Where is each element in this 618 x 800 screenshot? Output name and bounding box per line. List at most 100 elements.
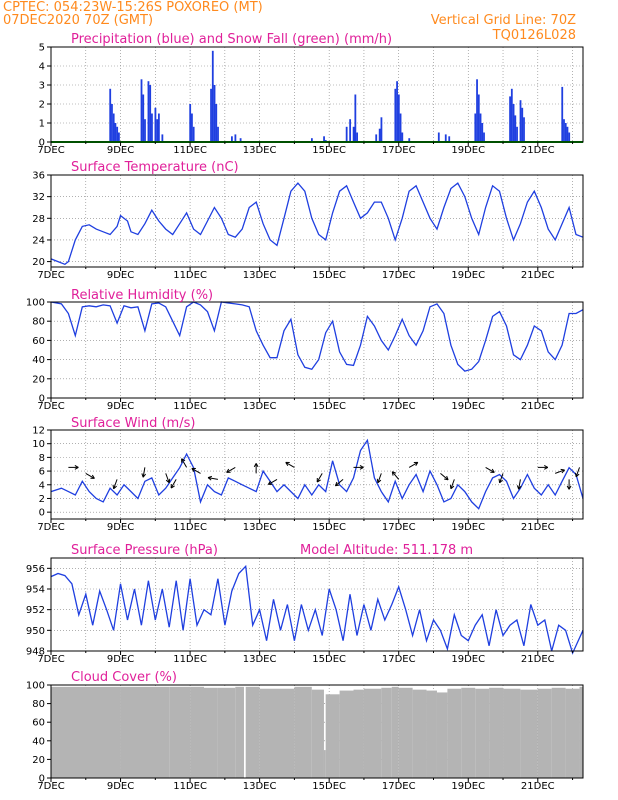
precip-bar <box>140 79 143 142</box>
precip-bar <box>192 126 195 142</box>
series-line <box>50 564 584 655</box>
precip-bar <box>144 119 146 142</box>
x-tick-label: 15DEC <box>312 401 346 412</box>
panel-frame <box>50 46 584 143</box>
cloud-bar <box>169 686 191 778</box>
precip-bar <box>356 132 358 142</box>
wind-arrow-head <box>491 468 495 473</box>
x-tick-label: 7DEC <box>37 654 64 665</box>
y-tick-label: 20 <box>32 257 45 268</box>
x-tick-label: 7DEC <box>37 270 64 281</box>
cloud-bar <box>363 688 382 778</box>
wind-arrow-head <box>575 473 580 478</box>
cloud-bar <box>579 686 583 778</box>
y-tick-label: 12 <box>32 426 45 437</box>
wind-arrow-head <box>359 465 364 468</box>
precip-bar <box>566 126 569 142</box>
wind-arrow-head <box>141 473 144 478</box>
y-tick-label: 5 <box>39 43 45 54</box>
x-tick-label: 19DEC <box>451 145 485 156</box>
precip-bar <box>512 104 515 142</box>
wind-arrow-head <box>499 479 503 484</box>
wind-arrow-head <box>392 471 397 474</box>
x-tick-label: 13DEC <box>243 145 277 156</box>
precip-bar <box>116 126 119 142</box>
wind-arrow-head <box>568 485 572 490</box>
wind-arrow-head <box>267 480 271 485</box>
x-tick-label: 13DEC <box>243 522 277 533</box>
wind-arrow-head <box>170 485 175 489</box>
precip-bar <box>114 123 117 142</box>
y-tick-label: 954 <box>26 585 45 596</box>
x-tick-label: 21DEC <box>521 401 555 412</box>
header-grid-line: Vertical Grid Line: 70Z <box>430 13 576 28</box>
precip-bar <box>154 107 157 142</box>
precip-bar <box>510 88 513 142</box>
precip-bar <box>514 115 517 142</box>
x-tick-label: 9DEC <box>107 654 134 665</box>
cloud-bar <box>323 750 326 778</box>
x-tick-label: 11DEC <box>173 145 207 156</box>
series-line <box>50 438 584 510</box>
y-tick-label: 28 <box>32 214 45 225</box>
precip-bar <box>448 136 451 142</box>
precip-bar <box>476 79 478 142</box>
wind-arrow-head <box>391 471 394 476</box>
y-tick-label: 6 <box>39 467 45 478</box>
precip-bar <box>151 113 153 142</box>
precip-bar <box>437 132 440 142</box>
x-tick-label: 7DEC <box>37 522 64 533</box>
wind-arrow-head <box>498 478 501 483</box>
precip-bar <box>189 104 192 142</box>
wind-arrow-head <box>415 462 419 467</box>
precip-bar <box>563 119 565 142</box>
wind-arrow <box>391 471 400 480</box>
wind-arrow-head <box>181 458 186 462</box>
cloud-bar <box>235 686 244 778</box>
wind-arrow-head <box>113 485 117 490</box>
wind-arrow-head <box>446 475 449 480</box>
y-tick-label: 20 <box>32 374 45 385</box>
y-tick-label: 956 <box>26 564 45 575</box>
cloud-bar <box>436 692 448 778</box>
precip-bar <box>215 104 218 142</box>
wind-arrow-head <box>518 485 522 490</box>
wind-arrow <box>85 472 95 479</box>
x-tick-label: 13DEC <box>243 270 277 281</box>
y-tick-label: 40 <box>32 736 45 747</box>
series-line <box>50 182 584 266</box>
wind-arrow <box>450 479 455 489</box>
x-tick-label: 21DEC <box>521 145 555 156</box>
wind-arrow <box>181 458 188 468</box>
wind-arrow <box>170 479 177 489</box>
precip-bar <box>213 85 216 142</box>
wind-arrow-head <box>74 466 79 470</box>
y-tick-label: 0 <box>39 138 45 149</box>
wind-arrow-head <box>566 485 570 490</box>
x-tick-label: 9DEC <box>107 270 134 281</box>
precip-bar <box>191 113 193 142</box>
x-tick-label: 17DEC <box>382 781 416 792</box>
panel-title: Cloud Cover (%) <box>71 670 177 685</box>
y-tick-label: 948 <box>26 647 45 658</box>
wind-arrow-head <box>165 479 170 484</box>
cloud-bar <box>489 687 504 778</box>
wind-arrow-head <box>516 485 520 490</box>
x-tick-label: 19DEC <box>451 781 485 792</box>
y-tick-label: 0 <box>39 774 45 785</box>
precip-bar <box>112 113 115 142</box>
precip-bar <box>516 126 518 142</box>
x-tick-label: 15DEC <box>312 270 346 281</box>
wind-arrow <box>335 478 344 487</box>
cloud-bar <box>381 687 392 778</box>
y-tick-label: 4 <box>39 480 45 491</box>
wind-arrow <box>113 479 118 489</box>
cloud-bar <box>120 686 170 778</box>
x-tick-label: 21DEC <box>521 522 555 533</box>
precip-bar <box>481 123 484 142</box>
cloud-bar <box>520 689 538 778</box>
x-tick-label: 19DEC <box>451 654 485 665</box>
series-line <box>50 301 584 372</box>
precip-bar <box>523 117 525 142</box>
y-tick-label: 32 <box>32 192 45 203</box>
